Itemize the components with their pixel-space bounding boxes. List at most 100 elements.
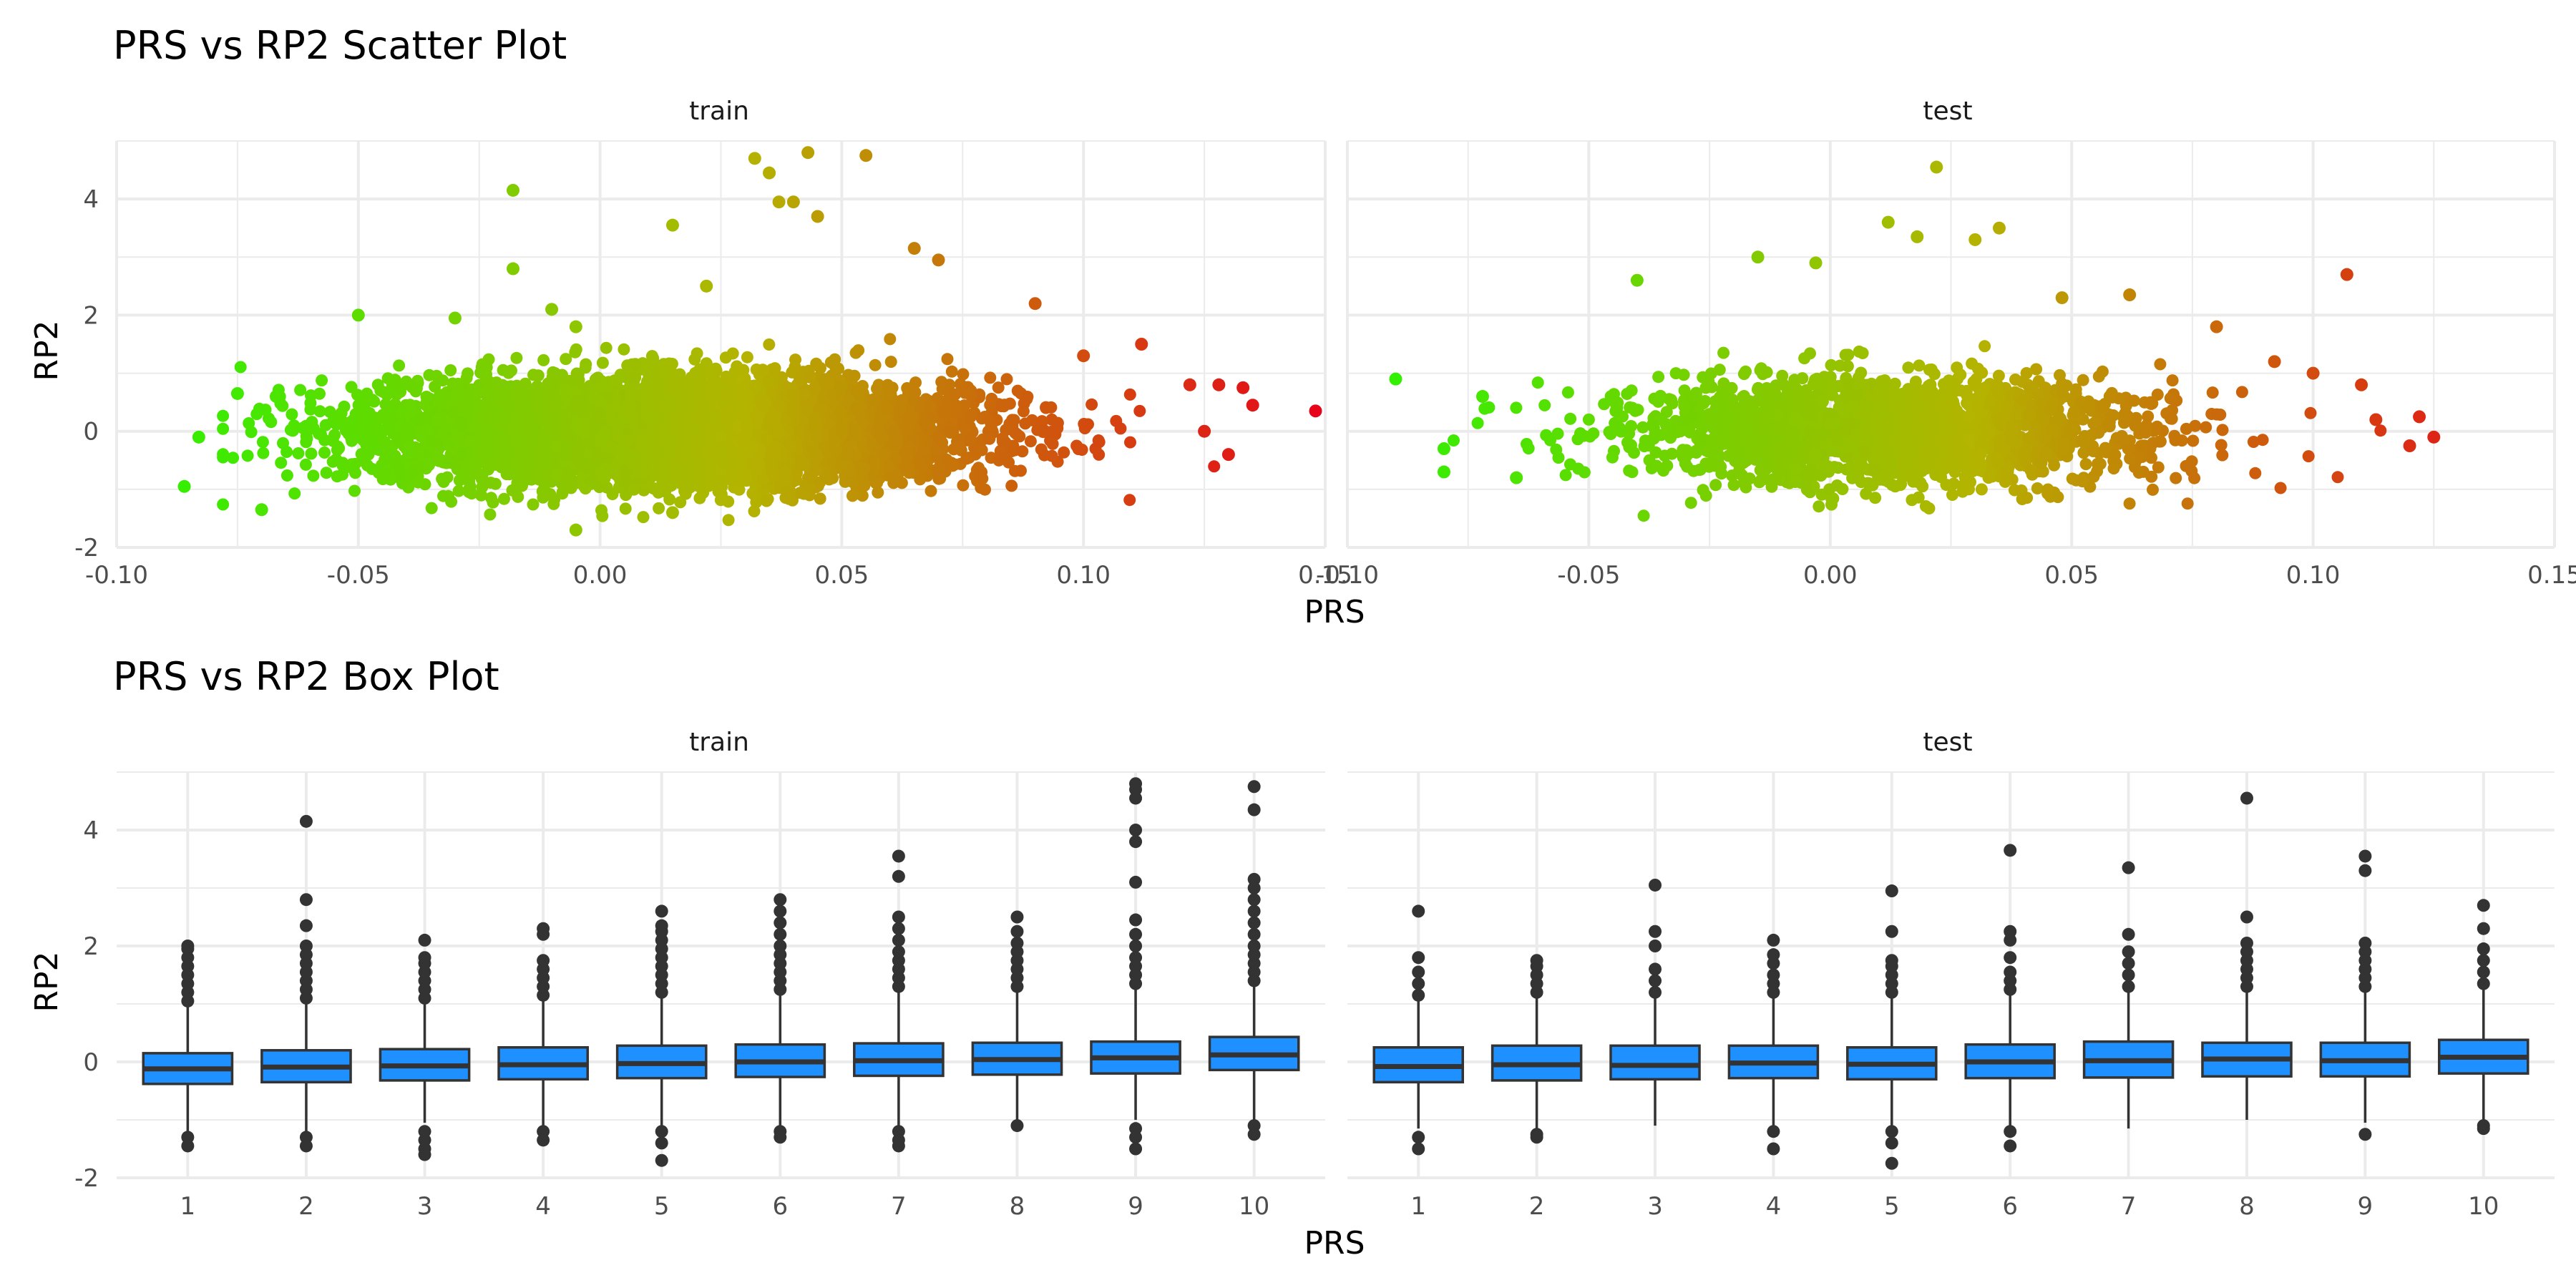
scatter-train-point [331,470,343,483]
scatter-train-point [595,466,608,479]
scatter-train-point [318,447,331,459]
scatter-train-point [307,469,320,482]
scatter-train-point [516,479,528,492]
scatter-train-point [722,514,735,527]
scatter-train-point [381,372,394,385]
scatter-train-point [480,368,492,381]
scatter-train-point [696,484,708,497]
scatter-train-point [444,364,457,376]
scatter-train-point [1019,417,1032,430]
scatter-train-point [338,400,351,413]
scatter-train-point [1208,460,1221,473]
scatter-train-point [256,436,269,449]
scatter-train-point [294,384,307,396]
scatter-train-point [884,356,897,369]
scatter-train-point [320,467,333,479]
scatter-train-point [560,353,572,366]
scatter-train-point [250,408,263,421]
scatter-train-point [941,353,954,366]
scatter-train-point [257,447,270,459]
scatter-train-point [460,371,473,384]
scatter-train-point [393,359,406,372]
scatter-train-point [425,502,438,514]
scatter-train-point [1133,404,1146,417]
scatter-train-point [596,356,609,369]
scatter-train-point [984,371,997,384]
scatter-train-point [436,472,449,485]
scatter-train-point [234,361,247,374]
scatter-train-point [914,473,927,486]
scatter-train-point [333,441,346,454]
scatter-train-point [985,392,998,405]
scatter-train-point [265,416,278,429]
scatter-train-point [637,511,650,524]
scatter-train-point [1058,446,1070,459]
scatter-train-point [957,368,970,381]
scatter-train-point [946,459,959,472]
scatter-train-point [1123,388,1136,401]
scatter-train-point [726,347,739,360]
scatter-train-point [299,458,312,471]
scatter-train-point [895,477,908,489]
scatter-train-point [465,487,478,500]
scatter-train-point [489,477,502,490]
scatter-train-point [645,361,658,374]
scatter-train-point [292,447,305,459]
scatter-train-point [304,396,317,409]
scatter-train-point [452,484,465,497]
scatter-train-point-cloud [217,333,1221,527]
scatter-train-point [1024,435,1037,448]
scatter-train-point [319,419,332,431]
scatter-train-point [1085,398,1098,411]
scatter-train-point [933,461,946,474]
scatter-train-point [316,374,328,387]
scatter-train-point [814,492,826,505]
scatter-train-point [1046,437,1059,450]
scatter-train-point [960,452,973,465]
scatter-train-point [1015,464,1027,477]
scatter-train-point [217,409,230,422]
scatter-train-point [305,447,318,460]
scatter-train-point [286,408,298,421]
scatter-train-point [482,353,495,366]
scatter-train-point [618,343,630,356]
scatter-train-point [348,484,361,497]
scatter-train-point [346,414,359,426]
scatter-train-point [1005,479,1018,492]
data-layer [142,146,2529,1170]
scatter-train-point [786,366,799,379]
scatter-train-point [498,492,510,505]
scatter-train-point [328,429,341,441]
scatter-train-point [241,449,254,462]
scatter-train-point [217,498,230,511]
scatter-train-point [810,357,823,370]
scatter-train-point [288,487,301,500]
scatter-train-point [748,505,761,517]
scatter-train-point [536,485,549,498]
scatter-train-point [992,381,1005,394]
scatter-train-point [364,440,376,452]
scatter-train-point [763,338,776,351]
scatter-train-point [532,369,545,382]
scatter-train-point [570,343,582,356]
scatter-train-point [653,502,665,514]
scatter-train-point [596,509,609,522]
scatter-train-point [275,457,288,469]
scatter-train-point [527,498,540,511]
scatter-train-point [645,350,658,363]
scatter-train-point [217,422,230,435]
scatter-train-point [323,406,336,419]
scatter-train-point [437,489,449,502]
scatter-train-point [1051,421,1064,434]
scatter-train-point [945,365,958,378]
scatter-train-point [1123,494,1136,507]
scatter-train-point [869,358,882,371]
scatter-train-point [1124,436,1136,449]
scatter-train-point [869,477,882,489]
scatter-train-point [924,484,937,497]
scatter-train-point [313,405,326,418]
scatter-train-point [510,351,523,364]
scatter-train-point [227,452,240,464]
scatter-train-point [848,369,861,382]
